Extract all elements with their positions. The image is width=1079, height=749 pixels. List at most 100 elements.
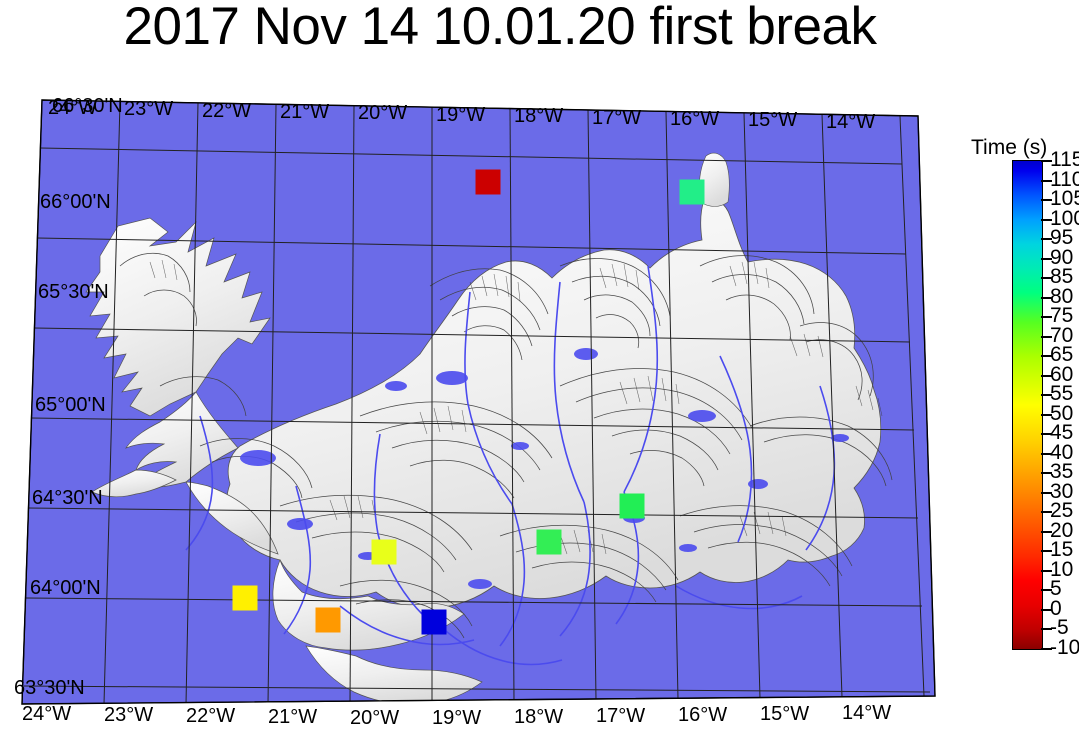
colorbar-tick-mark [1041, 257, 1052, 260]
bottom-label-0: 24°W [22, 703, 71, 725]
colorbar-tick-mark [1041, 277, 1052, 280]
bottom-label-8: 16°W [678, 704, 727, 726]
colorbar-tick-mark [1041, 394, 1052, 397]
top-label-0: 24°W [48, 97, 97, 119]
colorbar-tick-label: 35 [1050, 460, 1074, 484]
iceland-landmass [85, 152, 882, 704]
colorbar-tick-mark [1041, 530, 1052, 533]
graticule [22, 100, 931, 704]
bottom-label-1: 23°W [104, 704, 153, 726]
left-label-0: 66°00'N [40, 191, 111, 213]
colorbar-tick-mark [1041, 413, 1052, 416]
map-frame [21, 99, 936, 705]
colorbar-tick-mark [1041, 335, 1052, 338]
colorbar-tick-label: 15 [1050, 538, 1074, 562]
colorbar-tick-label: 70 [1050, 323, 1074, 347]
colorbar-tick-mark [1041, 160, 1052, 162]
colorbar-tick-mark [1041, 316, 1052, 319]
colorbar-tick-label: 55 [1050, 382, 1074, 406]
bottom-label-4: 20°W [350, 707, 399, 726]
colorbar-tick-mark [1041, 452, 1052, 455]
left-label-3: 64°30'N [32, 487, 103, 509]
colorbar-tick-mark [1041, 238, 1052, 241]
topographic-contours [119, 252, 893, 639]
bottom-label-2: 22°W [186, 705, 235, 726]
colorbar-tick-mark [1041, 179, 1052, 182]
colorbar-tick-label: 75 [1050, 304, 1074, 328]
top-label-lat: 66°30'N [52, 95, 123, 117]
top-axis-labels: 66°30'N 24°W 23°W 22°W 21°W 20°W 19°W 18… [48, 95, 875, 133]
colorbar-tick-label: 95 [1050, 226, 1074, 250]
bottom-label-5: 19°W [432, 707, 481, 726]
station-central-yellow[interactable] [371, 539, 397, 565]
bottom-label-9: 15°W [760, 703, 809, 725]
colorbar-tick-mark [1041, 569, 1052, 572]
page-title: 2017 Nov 14 10.01.20 first break [123, 0, 878, 56]
left-label-2: 65°00'N [35, 394, 106, 416]
map-panel[interactable]: 66°30'N 24°W 23°W 22°W 21°W 20°W 19°W 18… [0, 86, 960, 726]
bottom-label-7: 17°W [596, 705, 645, 726]
station-west-yellow[interactable] [232, 585, 258, 611]
map-canvas[interactable]: 66°30'N 24°W 23°W 22°W 21°W 20°W 19°W 18… [0, 86, 960, 726]
top-label-8: 16°W [670, 108, 719, 130]
colorbar-tick-mark [1041, 608, 1052, 611]
colorbar-tick-label: 100 [1050, 206, 1079, 230]
top-label-5: 19°W [436, 104, 485, 126]
colorbar-tick-label: 90 [1050, 245, 1074, 269]
colorbar-tick-label: 80 [1050, 284, 1074, 308]
colorbar-tick-mark [1041, 199, 1052, 202]
top-label-1: 23°W [124, 98, 173, 120]
bottom-axis-labels: 63°30'N 24°W 23°W 22°W 21°W 20°W 19°W 18… [14, 677, 891, 726]
bottom-label-3: 21°W [268, 706, 317, 726]
colorbar-tick-mark [1041, 433, 1052, 436]
colorbar-tick-label: 60 [1050, 362, 1074, 386]
top-label-4: 20°W [358, 102, 407, 124]
top-label-2: 22°W [202, 100, 251, 122]
colorbar-tick-label: -5 [1050, 616, 1069, 640]
rivers-and-lakes [185, 265, 836, 666]
colorbar-tick-label: 115 [1050, 148, 1079, 171]
colorbar-tick-label: 10 [1050, 557, 1074, 581]
colorbar-tick-label: 85 [1050, 265, 1074, 289]
colorbar-tick-label: 40 [1050, 440, 1074, 464]
station-markers-layer[interactable] [232, 169, 705, 635]
station-central-green[interactable] [536, 529, 562, 555]
colorbar-tick-label: 30 [1050, 479, 1074, 503]
colorbar-gradient [1012, 160, 1043, 650]
left-label-1: 65°30'N [38, 281, 109, 303]
station-northeast-green[interactable] [679, 179, 705, 205]
left-label-4: 64°00'N [30, 577, 101, 599]
bottom-label-6: 18°W [514, 706, 563, 726]
station-east-green[interactable] [619, 493, 645, 519]
colorbar-tick-label: 65 [1050, 343, 1074, 367]
colorbar-tick-mark [1041, 355, 1052, 358]
station-south-orange[interactable] [315, 607, 341, 633]
top-label-9: 15°W [748, 109, 797, 131]
colorbar-tick-label: 105 [1050, 187, 1079, 211]
colorbar-tick-label: 50 [1050, 401, 1074, 425]
left-axis-labels: 66°00'N 65°30'N 65°00'N 64°30'N 64°00'N [30, 191, 111, 599]
colorbar-tick-mark [1041, 218, 1052, 221]
colorbar-tick-label: 0 [1050, 596, 1062, 620]
colorbar-tick-mark [1041, 472, 1052, 475]
colorbar-panel: Time (s) 1151101051009590858075706560555… [968, 130, 1079, 670]
colorbar-tick-label: 45 [1050, 421, 1074, 445]
station-south-blue[interactable] [421, 609, 447, 635]
colorbar-tick-label: 110 [1050, 167, 1079, 191]
top-label-10: 14°W [826, 111, 875, 133]
station-north-red[interactable] [475, 169, 501, 195]
colorbar-tick-mark [1041, 374, 1052, 377]
colorbar-tick-mark [1041, 511, 1052, 514]
colorbar-tick-mark [1041, 491, 1052, 494]
colorbar-tick-label: 5 [1050, 577, 1062, 601]
colorbar-tick-label: -10 [1050, 636, 1079, 659]
bottom-label-10: 14°W [842, 702, 891, 724]
bottom-label-lat: 63°30'N [14, 677, 85, 699]
colorbar-tick-mark [1041, 589, 1052, 592]
colorbar-tick-mark [1041, 648, 1052, 650]
colorbar-tick-mark [1041, 296, 1052, 299]
colorbar-tick-label: 25 [1050, 499, 1074, 523]
colorbar-title: Time (s) [971, 136, 1048, 159]
colorbar-tick-label: 20 [1050, 518, 1074, 542]
top-label-7: 17°W [592, 107, 641, 129]
